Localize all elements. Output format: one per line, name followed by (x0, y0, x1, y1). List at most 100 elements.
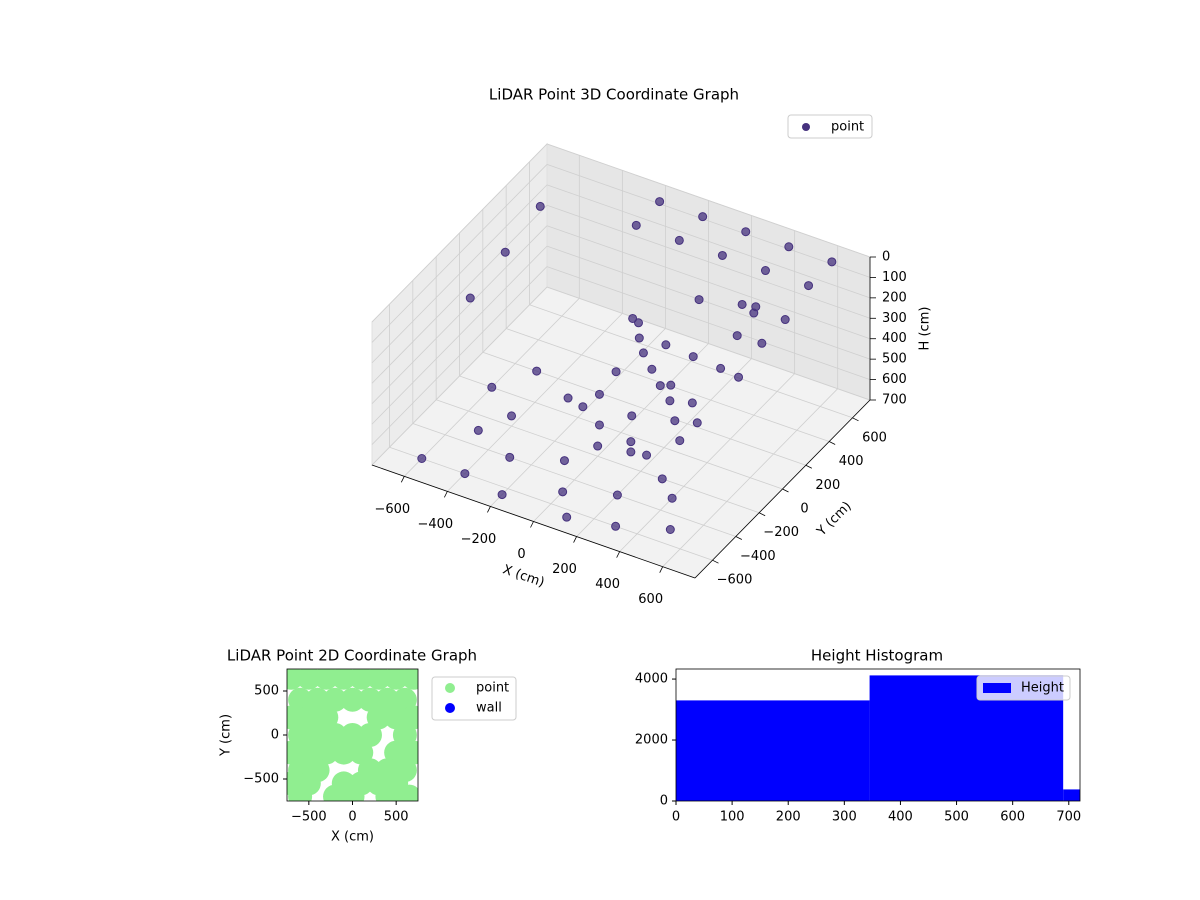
grid-line (371, 143, 548, 323)
point (465, 293, 475, 303)
z-tick-label: 0 (882, 250, 890, 265)
grid-line (546, 286, 871, 401)
x-tick-label: 600 (1000, 810, 1025, 825)
y-tick-label: 200 (815, 478, 840, 493)
point (784, 242, 794, 252)
y-tick-label: 600 (862, 430, 887, 445)
grid-line (371, 245, 548, 425)
point (688, 352, 698, 362)
legend-marker (802, 123, 810, 131)
grid-line (546, 204, 871, 319)
y-tick-label: −200 (763, 525, 799, 540)
point (734, 372, 744, 382)
x-tick-label: 200 (776, 810, 801, 825)
point (296, 669, 321, 690)
grid-line (389, 446, 713, 561)
point (757, 338, 767, 348)
point (647, 364, 657, 374)
grid-line (459, 375, 783, 490)
legend-marker (445, 703, 455, 713)
y-tick-label: 0 (271, 728, 279, 743)
point (558, 487, 568, 497)
y-tick-label: −600 (717, 573, 753, 588)
point (670, 416, 680, 426)
point (500, 247, 510, 257)
tick-mark (852, 417, 859, 422)
x-tick-label: 400 (888, 810, 913, 825)
tick-mark (712, 559, 719, 564)
x-tick-label: 400 (595, 577, 620, 592)
point (535, 201, 545, 211)
point (675, 436, 685, 446)
point (741, 227, 751, 237)
point (401, 669, 418, 690)
point (384, 669, 409, 690)
point (626, 437, 636, 447)
axis-line (371, 464, 696, 579)
z-tick-label: 700 (882, 393, 907, 408)
point (314, 669, 339, 690)
point (559, 456, 569, 466)
point (460, 469, 470, 479)
point (331, 740, 356, 765)
point (331, 669, 356, 690)
point (661, 340, 671, 350)
legend-box (787, 114, 873, 139)
legend-marker (445, 683, 455, 693)
point (497, 490, 507, 500)
legend-marker (983, 683, 1011, 693)
z-axis-label: H (cm) (918, 307, 933, 351)
point (487, 382, 497, 392)
point (612, 490, 622, 500)
grid-line (371, 266, 548, 445)
y-axis-label: Y (cm) (814, 499, 855, 540)
point (760, 266, 770, 276)
point (751, 302, 761, 312)
y-tick-label: 4000 (635, 672, 668, 687)
point (667, 493, 677, 503)
point (366, 669, 391, 690)
grid-line (371, 205, 548, 384)
chart-title: Height Histogram (811, 647, 943, 665)
point (657, 474, 667, 484)
grid-line (546, 164, 871, 278)
grid-line (546, 184, 871, 299)
tick-mark (487, 506, 491, 513)
x-tick-label: 500 (944, 810, 969, 825)
x-tick-label: 500 (384, 810, 409, 825)
z-tick-label: 200 (882, 290, 907, 305)
point (375, 784, 400, 801)
legend-box (976, 675, 1071, 701)
y-tick-label: 0 (660, 794, 668, 809)
x-tick-label: −400 (418, 517, 454, 532)
tick-mark (735, 536, 743, 540)
point (827, 257, 837, 267)
point (594, 389, 604, 399)
point (716, 363, 726, 373)
point (611, 521, 621, 531)
grid-line (436, 399, 760, 514)
legend-label: point (476, 681, 509, 696)
point (638, 348, 648, 358)
point (665, 525, 675, 534)
point (578, 402, 588, 412)
x-tick-label: −600 (374, 502, 410, 517)
x-tick-label: 100 (720, 810, 745, 825)
point (532, 366, 542, 376)
grid-line (371, 225, 548, 404)
bar (1063, 789, 1080, 801)
legend-label: Height (1021, 681, 1064, 696)
grid-line (371, 164, 548, 343)
x-tick-label: 600 (638, 592, 663, 607)
grid-line (546, 143, 871, 258)
tick-mark (616, 551, 620, 558)
point (288, 784, 313, 801)
x-axis-label: X (cm) (331, 830, 374, 845)
y-tick-label: −400 (740, 549, 776, 564)
tick-mark (530, 521, 534, 528)
x-tick-label: 700 (1056, 810, 1081, 825)
point (626, 447, 636, 457)
x-tick-label: −500 (291, 810, 327, 825)
point (737, 299, 747, 309)
x-tick-label: −200 (461, 532, 497, 547)
